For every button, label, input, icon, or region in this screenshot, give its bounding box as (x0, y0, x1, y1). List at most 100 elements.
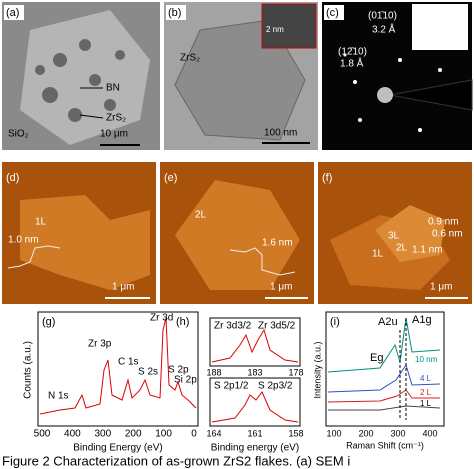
peak-label: Zr 3d (150, 313, 173, 324)
flake (20, 195, 150, 290)
annotation: 2L (396, 243, 408, 254)
hexagon (175, 180, 300, 290)
peak-label: C 1s (118, 357, 139, 368)
annotation: 3L (388, 231, 400, 242)
x-tick-label: 161 (247, 428, 262, 438)
bn-dots (35, 39, 125, 122)
panel-label: (e) (164, 172, 177, 184)
peak-label: S 2p1/2 (214, 381, 249, 392)
peak-label: N 1s (48, 391, 69, 402)
scale-label: 1 μm (270, 282, 292, 293)
inset-scale: 2 nm (266, 25, 284, 34)
x-tick-label: 0 (191, 429, 197, 440)
x-ticks: 164 161 158 (206, 428, 303, 438)
spectrum (328, 405, 441, 411)
spectrum (39, 317, 197, 415)
x-tick-label: 300 (390, 428, 405, 438)
annotation: 1.8 Å (340, 57, 364, 70)
panel-label: (c) (326, 7, 339, 19)
annotation: BN (106, 83, 120, 94)
x-ticks: 100 200 300 400 (326, 428, 437, 438)
spectrum (211, 328, 299, 363)
axes-frame (209, 317, 301, 367)
x-axis-label: Binding Energy (eV) (73, 443, 163, 454)
lattice-inset (412, 4, 468, 50)
scale-label: 100 nm (264, 128, 297, 139)
x-tick-label: 400 (422, 428, 437, 438)
annotation: 2L (195, 210, 207, 221)
height-profile (7, 245, 61, 269)
caption: Figure 2 Characterization of as-grown Zr… (2, 453, 350, 468)
y-axis-label: Counts (a.u.) (23, 341, 34, 399)
legend-label: 10 nm (415, 355, 438, 364)
annotation: SiO₂ (8, 129, 29, 140)
inset (261, 3, 317, 49)
peak-label: S 2p3/2 (258, 381, 293, 392)
panel-label: (i) (330, 316, 340, 328)
panel-label: (b) (168, 7, 181, 19)
annotation: 3.2 Å (372, 23, 396, 36)
scale-label: 10 μm (100, 129, 128, 140)
x-tick-label: 183 (247, 367, 262, 377)
x-tick-label: 100 (326, 428, 341, 438)
peak-label: Zr 3d5/2 (258, 321, 296, 332)
x-axis-label: Raman Shift (cm⁻¹) (346, 440, 424, 450)
peak-label: S 2p (168, 365, 189, 376)
legend-label: 2 L (420, 388, 432, 397)
peak-label: S 2s (138, 367, 158, 378)
annotation: 1.0 nm (8, 235, 39, 246)
spectrum (211, 391, 299, 423)
x-tick-label: 164 (206, 428, 221, 438)
annotation: (12̄10) (338, 47, 367, 58)
peak-label: Eg (370, 352, 383, 364)
panel-label: (a) (6, 7, 19, 19)
annotation: ZrS₂ (180, 53, 200, 64)
x-tick-label: 178 (288, 367, 303, 377)
axes-frame (209, 377, 301, 427)
legend-label: 1 L (420, 399, 432, 408)
panel-label: (h) (176, 316, 189, 328)
x-tick-label: 200 (125, 429, 142, 440)
annotation: 1L (372, 249, 384, 260)
x-ticks: 500 400 300 200 100 0 (34, 429, 198, 440)
peak-label: Si 2p (174, 375, 197, 386)
flake (20, 10, 150, 145)
panel-label: (f) (322, 172, 332, 184)
x-tick-label: 188 (206, 367, 221, 377)
peak-label: Zr 3p (88, 339, 112, 350)
axes-frame (37, 311, 199, 427)
x-tick-label: 158 (288, 428, 303, 438)
x-tick-label: 200 (358, 428, 373, 438)
annotation: 1.1 nm (412, 245, 443, 256)
scale-label: 1 μm (112, 282, 134, 293)
beam-stop (389, 79, 473, 111)
annotation: 1L (35, 217, 47, 228)
spots (343, 53, 442, 132)
y-axis-label: Intensity (a.u.) (312, 341, 322, 398)
label-box (4, 5, 24, 20)
spectrum (327, 363, 441, 393)
x-tick-label: 100 (155, 429, 172, 440)
label-box (166, 5, 186, 20)
arrow (79, 114, 104, 119)
panel-label: (d) (6, 172, 19, 184)
annotation: 0.9 nm (428, 217, 459, 228)
annotation: 1.6 nm (262, 238, 293, 249)
x-tick-label: 300 (94, 429, 111, 440)
annotation: 0.6 nm (432, 229, 463, 240)
height-profile (229, 247, 296, 276)
flake (375, 205, 445, 262)
panel-label: (g) (42, 316, 55, 328)
spectrum (327, 389, 440, 403)
peak-label: A1g (412, 314, 432, 326)
x-axis-label: Binding energy (eV) (211, 443, 299, 454)
scale-label: 1 μm (430, 282, 452, 293)
x-tick-label: 400 (64, 429, 81, 440)
x-tick-label: 500 (34, 429, 51, 440)
peak-label: A2u (378, 316, 398, 328)
annotation: ZrS₂ (106, 113, 126, 124)
center-spot (377, 87, 393, 103)
peak-label: Zr 3d3/2 (214, 321, 252, 332)
legend-label: 4 L (420, 374, 432, 383)
